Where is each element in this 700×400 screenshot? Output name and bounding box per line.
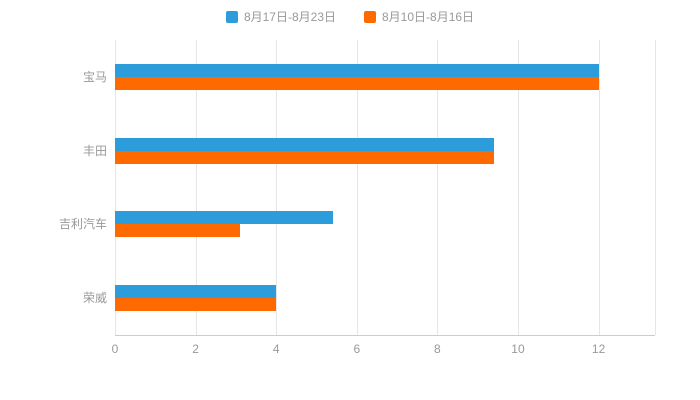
- x-tick-label: 4: [272, 342, 280, 356]
- bar-s1-c2: [115, 224, 240, 238]
- x-tick-label: 8: [434, 342, 441, 356]
- plot-right-border: [655, 40, 656, 335]
- bar-s0-c1: [115, 137, 494, 151]
- gridline: [517, 40, 519, 335]
- bar-s0-c0: [115, 63, 599, 77]
- legend: 8月17日-8月23日 8月10日-8月16日: [0, 8, 700, 25]
- bar-s1-c1: [115, 150, 494, 164]
- legend-label: 8月10日-8月16日: [382, 10, 475, 24]
- x-tick-label: 12: [591, 342, 606, 356]
- legend-marker-icon: [364, 10, 376, 23]
- x-tick-label: 0: [111, 342, 119, 356]
- gridline: [598, 40, 600, 335]
- bar-s0-c3: [115, 285, 277, 299]
- gridline: [195, 40, 197, 335]
- x-tick-label: 6: [353, 342, 361, 356]
- bar-s1-c3: [115, 298, 277, 312]
- bar-s1-c0: [115, 76, 599, 90]
- x-tick-label: 10: [511, 342, 525, 356]
- x-tick-label: 2: [192, 342, 199, 356]
- legend-label: 8月17日-8月23日: [243, 10, 336, 24]
- gridline: [276, 40, 278, 335]
- category-label: 宝马: [82, 69, 107, 84]
- gridline: [437, 40, 439, 335]
- category-label: 荣威: [82, 291, 107, 306]
- x-axis-line: [115, 335, 655, 336]
- category-label: 丰田: [82, 143, 107, 158]
- gridline: [115, 40, 116, 335]
- legend-item-series1[interactable]: 8月10日-8月16日: [364, 8, 474, 25]
- gridline: [356, 40, 358, 335]
- bar-s0-c2: [115, 211, 333, 225]
- category-label: 吉利汽车: [58, 217, 107, 232]
- legend-item-series0[interactable]: 8月17日-8月23日: [225, 8, 336, 25]
- legend-marker-icon: [225, 10, 238, 23]
